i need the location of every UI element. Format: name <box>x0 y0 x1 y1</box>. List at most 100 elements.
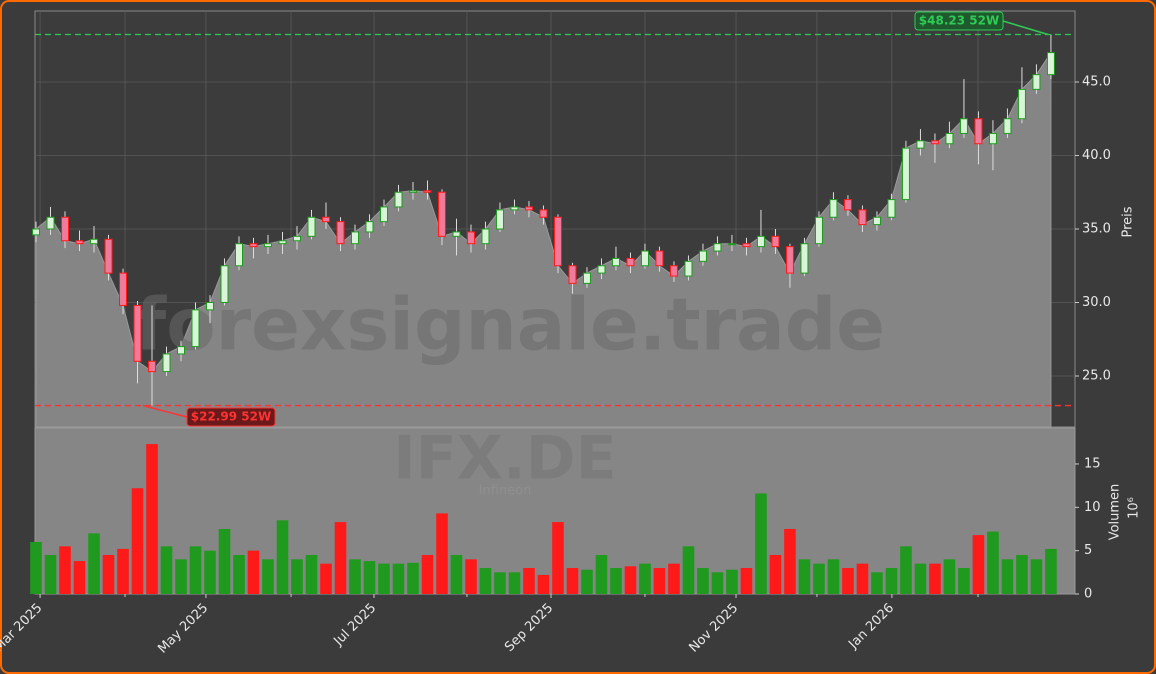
candle-body <box>974 118 983 145</box>
candle-body <box>191 309 200 348</box>
candle-body <box>133 304 142 362</box>
volume-bar <box>813 563 825 594</box>
volume-bar <box>44 554 57 594</box>
candle-body <box>582 272 591 284</box>
y2-tick-label: 5 <box>1084 543 1092 558</box>
candle-body <box>901 147 910 201</box>
candle-body <box>495 209 504 230</box>
candle-body <box>148 360 157 373</box>
annotation-label: $48.23 52W <box>919 14 999 28</box>
volume-bar <box>697 567 709 594</box>
volume-bar <box>784 528 796 594</box>
candle-body <box>423 190 432 193</box>
candle-body <box>756 235 765 248</box>
watermark: forexsignale.trade <box>135 283 885 367</box>
volume-bar <box>595 554 608 594</box>
volume-bar <box>711 572 724 594</box>
candle-body <box>684 260 693 277</box>
y2-axis-label: Volumen <box>1108 484 1123 541</box>
volume-bar <box>262 559 274 594</box>
candle-body <box>553 216 562 267</box>
candle-body <box>365 221 374 233</box>
y2-tick-label: 0 <box>1084 587 1092 602</box>
candle-body <box>437 191 446 237</box>
candle-body <box>988 132 997 145</box>
volume-bar <box>856 563 869 594</box>
volume-bar <box>450 554 463 594</box>
volume-bar <box>320 563 332 594</box>
candle-body <box>800 243 809 274</box>
candle-body <box>263 243 272 248</box>
volume-bar <box>88 533 100 594</box>
candle-body <box>713 243 722 252</box>
candle-body <box>46 216 55 230</box>
candle-body <box>771 235 780 248</box>
volume-bar <box>537 574 550 594</box>
candle-body <box>597 265 606 274</box>
y-tick-label: 45.0 <box>1082 74 1111 89</box>
candle-body <box>945 132 954 145</box>
candle-body <box>234 243 243 267</box>
candle-body <box>292 235 301 242</box>
candle-body <box>61 216 70 242</box>
candle-body <box>568 265 577 284</box>
volume-bar <box>581 569 593 594</box>
candle-body <box>872 216 881 226</box>
candle-body <box>858 209 867 226</box>
candle-body <box>220 265 229 303</box>
volume-bar <box>204 550 216 594</box>
candle-body <box>162 353 171 373</box>
volume-bar <box>30 541 42 594</box>
volume-bar <box>131 488 144 594</box>
y-tick-label: 40.0 <box>1082 148 1111 163</box>
candle-body <box>959 118 968 134</box>
volume-bar <box>987 531 999 594</box>
y2-tick-label: 15 <box>1084 456 1101 471</box>
volume-bar <box>769 554 782 594</box>
volume-bar <box>291 559 303 594</box>
y-tick-label: 25.0 <box>1082 368 1111 383</box>
volume-bar <box>73 561 86 594</box>
candle-body <box>452 231 461 237</box>
candle-body <box>524 206 533 211</box>
candle-body <box>626 257 635 267</box>
candle-body <box>727 243 736 246</box>
volume-bar <box>349 559 361 594</box>
volume-bar <box>508 572 521 594</box>
volume-bar <box>102 554 115 594</box>
candle-body <box>206 301 215 311</box>
candle-body <box>539 209 548 218</box>
volume-bar <box>972 535 985 594</box>
volume-bar <box>233 554 245 594</box>
volume-bar <box>885 567 898 594</box>
candle-body <box>75 240 84 245</box>
volume-bar <box>610 567 622 594</box>
candle-body <box>829 199 838 218</box>
volume-bar <box>175 559 187 594</box>
candle-body <box>742 243 751 248</box>
candle-body <box>104 238 113 274</box>
volume-bar <box>59 546 71 594</box>
candle-body <box>408 190 417 193</box>
symbol-watermark: IFX.DE <box>393 424 616 494</box>
candle-body <box>916 140 925 149</box>
candle-body <box>1017 88 1026 120</box>
volume-bar <box>523 567 535 594</box>
candle-body <box>249 243 258 248</box>
marks: $48.23 52W $22.99 52W <box>30 11 1075 594</box>
candle-body <box>510 206 519 211</box>
y-tick-label: 35.0 <box>1082 221 1111 236</box>
annotation-arrow <box>142 404 188 418</box>
volume-bar <box>1016 554 1028 594</box>
volume-bar <box>436 513 448 594</box>
y-tick-label: 30.0 <box>1082 295 1111 310</box>
candle-body <box>655 250 664 267</box>
candle-body <box>481 228 490 245</box>
volume-bar <box>1045 548 1057 594</box>
volume-bar <box>421 554 434 594</box>
y-axis-label: Preis <box>1121 206 1136 237</box>
candle-body <box>669 265 678 277</box>
candle-body <box>785 246 794 274</box>
volume-bar <box>958 567 970 594</box>
